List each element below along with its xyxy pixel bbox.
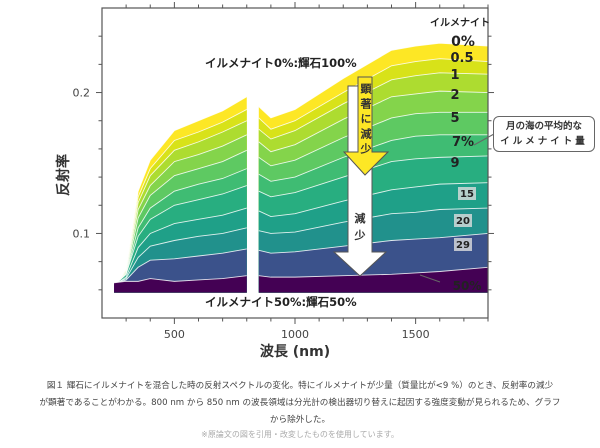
callout-leader [473,133,495,146]
callout-line2: イルメナイト量 [500,136,588,147]
series-line-20 [113,227,247,285]
series-line-0pct [258,42,489,119]
annotation-bottom: イルメナイト50%:輝石50% [205,295,357,309]
arrow-weak-label: 減少 [354,211,366,242]
series-line-15 [113,207,247,286]
series-label-bg [458,187,476,200]
annotation-top: イルメナイト0%:輝石100% [205,56,357,70]
reflectance-chart: 500 1000 1500 0.1 0.2 反射率 波長 (nm) イルメナイト 0%0… [55,2,495,360]
series-label-0pct: 0% [451,34,475,50]
caption-line2: が顕著であることがわかる。800 nm から 850 nm の波長領域は分光計の… [39,398,561,408]
x-axis-label: 波長 (nm) [260,343,330,360]
series-area-50pct [258,267,488,293]
series-area-50pct [114,275,247,293]
spectra-areas [113,42,489,293]
y-axis-label: 反射率 [55,154,72,196]
y-tick-label: 0.2 [73,87,91,100]
x-tick-label: 1000 [281,328,309,341]
series-label-20: 20 [456,216,470,227]
series-label-9: 9 [450,156,459,171]
series-label-0_5: 0.5 [450,51,473,66]
callout-line1: 月の海の平均的な [505,121,582,132]
caption-line3: から除外した。 [269,415,331,425]
arrow-char: 減 [355,211,366,225]
series-line-50pct [258,266,489,278]
y-tick-label: 0.1 [73,227,91,240]
series-label-15: 15 [460,189,474,200]
figure-caption: 図１ 輝石にイルメナイトを混合した時の反射スペクトルの変化。特にイルメナイトが少… [0,378,600,429]
series-label-7pct: 7% [452,135,474,150]
legend-title: イルメナイト [430,17,490,29]
series-label-50pct: 50% [453,279,482,293]
callout-lunar-mare-average: 月の海の平均的な イルメナイト量 [493,116,595,152]
series-label-2: 2 [450,88,459,103]
caption-line1: 図１ 輝石にイルメナイトを混合した時の反射スペクトルの変化。特にイルメナイトが少… [46,381,554,391]
series-label-bg [454,238,472,251]
series-label-1: 1 [450,68,459,83]
x-tick-label: 500 [164,328,185,341]
arrow-strong [342,76,390,176]
series-line-2 [113,134,247,289]
series-label-bg [454,214,472,227]
arrow-strong-label: 顕著に減少 [359,82,372,158]
series-line-29 [113,248,247,285]
series-line-5 [113,149,247,288]
arrow-char: 少 [354,228,366,242]
series-line-9 [113,185,247,286]
series-label-5: 5 [450,111,459,126]
citation-note: ※原論文の図を引用・改変したものを使用しています。 [201,430,399,439]
series-labels: 0%0.5 1 2 5 7% 9 15 20 29 50% [450,34,481,293]
series-label-29: 29 [456,240,470,251]
series-line-50pct [114,275,247,284]
bottom-leader [419,274,441,283]
x-tick-label: 1500 [402,328,430,341]
axes: 500 1000 1500 0.1 0.2 [73,2,494,341]
